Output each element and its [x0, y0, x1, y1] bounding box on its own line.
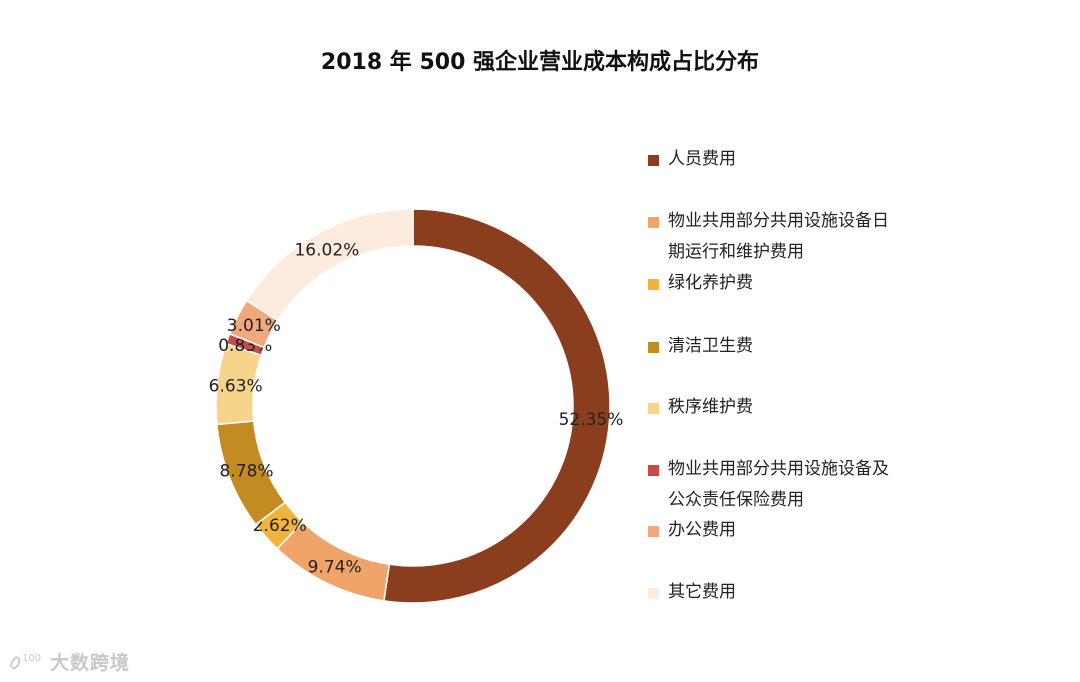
slice-label-7: 16.02% — [294, 241, 359, 261]
legend-item-2: 绿化养护费 — [648, 273, 898, 299]
slice-label-2: 2.62% — [253, 516, 307, 536]
slice-label-1: 9.74% — [308, 557, 362, 577]
slice-label-3: 8.78% — [220, 462, 274, 482]
slice-label-0: 52.35% — [559, 410, 624, 430]
legend-label-0: 人员费用 — [668, 149, 736, 169]
legend-swatch-2 — [648, 279, 659, 290]
legend-swatch-4 — [648, 403, 659, 414]
donut-slice-0 — [383, 208, 611, 604]
legend-item-0: 人员费用 — [648, 149, 898, 175]
chart-title: 2018 年 500 强企业营业成本构成占比分布 — [320, 50, 760, 75]
legend-item-6: 办公费用 — [648, 520, 898, 546]
legend-swatch-7 — [648, 588, 659, 599]
legend-swatch-6 — [648, 526, 659, 537]
legend-swatch-1 — [648, 217, 659, 228]
legend-item-7: 其它费用 — [648, 582, 898, 608]
watermark-text: 大数跨境 — [50, 652, 131, 674]
legend-item-5: 物业共用部分共用设施设备及公众责任保险费用 — [648, 459, 898, 516]
legend-label-5: 物业共用部分共用设施设备及公众责任保险费用 — [668, 459, 889, 510]
legend-label-3: 清洁卫生费 — [668, 336, 753, 356]
watermark-logo-icon: 100 — [10, 653, 41, 669]
legend-label-6: 办公费用 — [668, 520, 736, 540]
slice-label-6: 3.01% — [227, 316, 281, 336]
watermark: 100 大数跨境 — [8, 648, 130, 675]
legend-label-2: 绿化养护费 — [668, 273, 753, 293]
legend-swatch-3 — [648, 342, 659, 353]
legend-label-7: 其它费用 — [668, 582, 736, 602]
legend: 人员费用物业共用部分共用设施设备日期运行和维护费用绿化养护费清洁卫生费秩序维护费… — [648, 0, 1078, 682]
legend-swatch-0 — [648, 155, 659, 166]
watermark-logo-text: 100 — [22, 653, 41, 664]
legend-label-1: 物业共用部分共用设施设备日期运行和维护费用 — [668, 211, 889, 262]
legend-item-1: 物业共用部分共用设施设备日期运行和维护费用 — [648, 211, 898, 268]
legend-label-4: 秩序维护费 — [668, 397, 753, 417]
donut-slice-7 — [245, 208, 414, 322]
legend-item-4: 秩序维护费 — [648, 397, 898, 423]
legend-swatch-5 — [648, 465, 659, 476]
slice-label-4: 6.63% — [209, 377, 263, 397]
legend-item-3: 清洁卫生费 — [648, 336, 898, 362]
